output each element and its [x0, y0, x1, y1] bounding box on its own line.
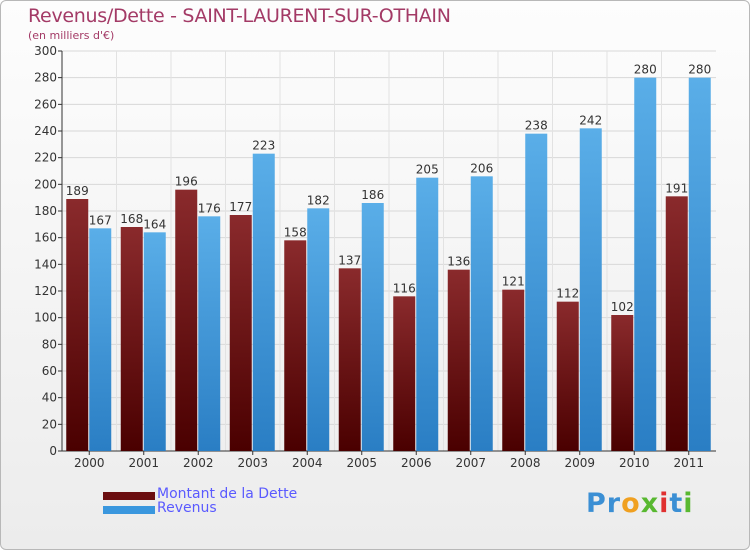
- bar-dette: [229, 215, 252, 451]
- x-tick-label: 2005: [346, 456, 377, 470]
- data-label: 168: [120, 212, 143, 226]
- y-tick-label: 40: [42, 391, 57, 405]
- data-label: 223: [252, 139, 275, 153]
- bar-dette: [284, 240, 307, 451]
- data-label: 191: [665, 181, 688, 195]
- data-label: 136: [447, 255, 470, 269]
- data-label: 280: [688, 63, 711, 77]
- bar-revenus: [688, 77, 711, 452]
- grid-lines: [62, 50, 716, 452]
- bar-dette: [120, 227, 143, 451]
- y-tick-label: 220: [34, 151, 57, 165]
- data-label: 280: [634, 63, 657, 77]
- bar-dette: [393, 296, 416, 451]
- data-label: 242: [579, 113, 602, 127]
- y-tick-label: 240: [34, 124, 57, 138]
- x-tick-label: 2002: [183, 456, 214, 470]
- bar-dette: [66, 199, 89, 451]
- bar-dette: [447, 269, 470, 451]
- logo-letter: o: [621, 488, 641, 519]
- x-tick-label: 2011: [673, 456, 704, 470]
- y-tick-label: 20: [42, 417, 57, 431]
- y-tick-label: 280: [34, 71, 57, 85]
- bar-dette: [175, 189, 198, 451]
- proxiti-logo: Proxiti: [586, 488, 694, 519]
- logo-letter: r: [606, 488, 622, 519]
- bar-revenus: [252, 153, 275, 451]
- data-label: 167: [89, 213, 112, 227]
- bar-revenus: [198, 216, 221, 451]
- x-tick-label: 2009: [564, 456, 595, 470]
- x-tick-label: 2007: [455, 456, 486, 470]
- logo-letter: t: [669, 488, 684, 519]
- x-tick-label: 2000: [74, 456, 105, 470]
- y-tick-label: 300: [34, 44, 57, 58]
- data-label: 205: [416, 163, 439, 177]
- legend-label-revenus: Revenus: [157, 500, 217, 516]
- axes: [58, 50, 716, 455]
- y-tick-label: 0: [49, 444, 57, 458]
- bar-revenus: [470, 176, 493, 452]
- logo-letter: i: [659, 488, 670, 519]
- bar-revenus: [143, 232, 166, 451]
- bar-dette: [556, 301, 579, 451]
- logo-letter: P: [586, 488, 607, 519]
- bar-revenus: [416, 177, 439, 451]
- chart-title: Revenus/Dette - SAINT-LAURENT-SUR-OTHAIN: [28, 5, 451, 27]
- y-tick-label: 180: [34, 204, 57, 218]
- data-label: 116: [393, 281, 416, 295]
- labels: 0 20 40 60 80 100 120 140 160 180 200 220 240 260 280 3…: [34, 44, 711, 470]
- data-label: 186: [361, 188, 384, 202]
- data-label: 102: [611, 300, 634, 314]
- data-label: 164: [143, 217, 166, 231]
- bar-revenus: [361, 203, 384, 451]
- data-label: 121: [502, 275, 525, 289]
- bar-dette: [611, 315, 634, 451]
- legend-label-dette: Montant de la Dette: [157, 486, 298, 502]
- legend-swatch-dette: [103, 492, 155, 500]
- y-tick-label: 80: [42, 337, 57, 351]
- data-label: 158: [284, 225, 307, 239]
- data-label: 176: [198, 201, 221, 215]
- x-tick-label: 2008: [510, 456, 541, 470]
- bar-revenus: [634, 77, 657, 452]
- y-tick-label: 260: [34, 97, 57, 111]
- data-label: 112: [556, 287, 579, 301]
- data-label: 206: [470, 161, 493, 175]
- x-tick-label: 2004: [292, 456, 323, 470]
- legend-swatch-revenus: [103, 506, 155, 514]
- logo-letter: i: [683, 488, 694, 519]
- bar-dette: [502, 289, 525, 451]
- data-label: 196: [175, 175, 198, 189]
- y-tick-label: 140: [34, 257, 57, 271]
- bar-revenus: [525, 133, 548, 451]
- x-tick-label: 2010: [619, 456, 650, 470]
- data-label: 238: [525, 119, 548, 133]
- bar-revenus: [307, 208, 330, 451]
- data-label: 137: [338, 253, 361, 267]
- data-label: 189: [66, 184, 89, 198]
- x-tick-label: 2003: [237, 456, 268, 470]
- logo-letter: x: [640, 488, 660, 519]
- y-tick-label: 100: [34, 311, 57, 325]
- bar-dette: [338, 268, 361, 451]
- bar-revenus: [89, 228, 112, 451]
- bars: [66, 77, 711, 452]
- y-tick-label: 200: [34, 177, 57, 191]
- y-tick-label: 120: [34, 284, 57, 298]
- y-tick-label: 60: [42, 364, 57, 378]
- data-label: 177: [229, 200, 252, 214]
- data-label: 182: [307, 193, 330, 207]
- x-tick-label: 2001: [128, 456, 159, 470]
- y-tick-label: 160: [34, 231, 57, 245]
- bar-revenus: [579, 128, 602, 451]
- x-tick-label: 2006: [401, 456, 432, 470]
- bar-dette: [665, 196, 688, 451]
- chart-subtitle: (en milliers d'€): [28, 29, 115, 42]
